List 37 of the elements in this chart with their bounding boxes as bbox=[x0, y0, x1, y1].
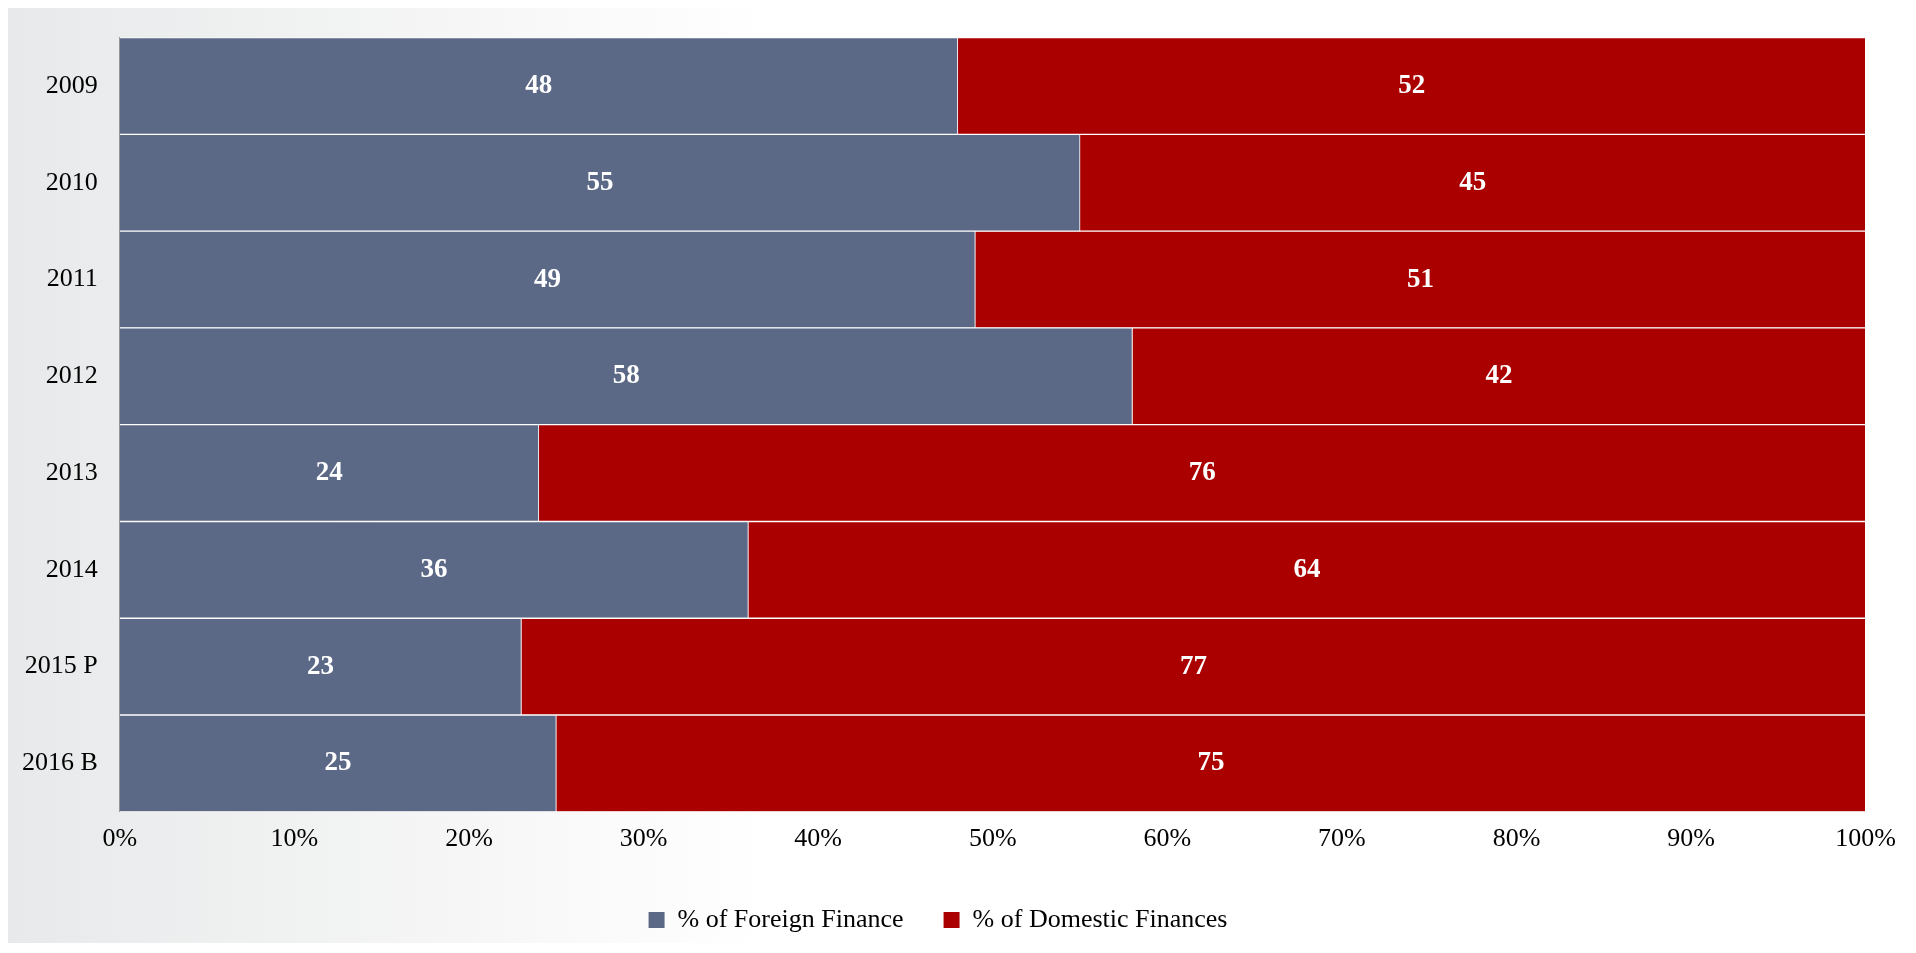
y-tick-label: 2010 bbox=[45, 166, 98, 196]
y-tick-label: 2015 P bbox=[24, 650, 98, 680]
data-label: 42 bbox=[1485, 359, 1513, 390]
x-tick-label: 70% bbox=[1318, 823, 1366, 853]
legend-label: % of Domestic Finances bbox=[972, 903, 1228, 933]
y-tick-label: 2011 bbox=[46, 263, 98, 293]
data-label: 52 bbox=[1398, 68, 1426, 99]
data-label: 55 bbox=[586, 165, 614, 196]
data-label: 64 bbox=[1293, 552, 1321, 583]
data-label: 51 bbox=[1406, 262, 1434, 293]
x-tick-label: 90% bbox=[1667, 823, 1715, 853]
data-label: 75 bbox=[1197, 746, 1225, 777]
x-tick-label: 0% bbox=[102, 823, 138, 853]
x-tick-label: 50% bbox=[968, 823, 1017, 853]
data-label: 25 bbox=[324, 746, 352, 777]
x-tick-label: 40% bbox=[794, 823, 843, 853]
x-tick-label: 80% bbox=[1492, 823, 1541, 853]
y-tick-label: 2014 bbox=[45, 553, 98, 583]
data-label: 49 bbox=[534, 262, 562, 293]
data-label: 45 bbox=[1459, 165, 1487, 196]
data-label: 76 bbox=[1188, 456, 1216, 487]
y-tick-label: 2012 bbox=[45, 360, 98, 390]
x-tick-label: 60% bbox=[1143, 823, 1192, 853]
x-tick-label: 100% bbox=[1835, 823, 1897, 853]
data-label: 48 bbox=[525, 68, 553, 99]
x-tick-label: 20% bbox=[445, 823, 493, 853]
data-label: 58 bbox=[612, 359, 640, 390]
data-label: 77 bbox=[1180, 649, 1208, 680]
y-tick-label: 2016 B bbox=[22, 747, 98, 777]
data-label: 23 bbox=[307, 649, 335, 680]
data-label: 36 bbox=[420, 552, 448, 583]
x-tick-label: 30% bbox=[619, 823, 668, 853]
data-label: 24 bbox=[315, 456, 343, 487]
legend-label: % of Foreign Finance bbox=[677, 903, 904, 933]
y-tick-label: 2009 bbox=[45, 69, 98, 99]
x-tick-label: 10% bbox=[270, 823, 319, 853]
y-tick-label: 2013 bbox=[45, 456, 98, 486]
